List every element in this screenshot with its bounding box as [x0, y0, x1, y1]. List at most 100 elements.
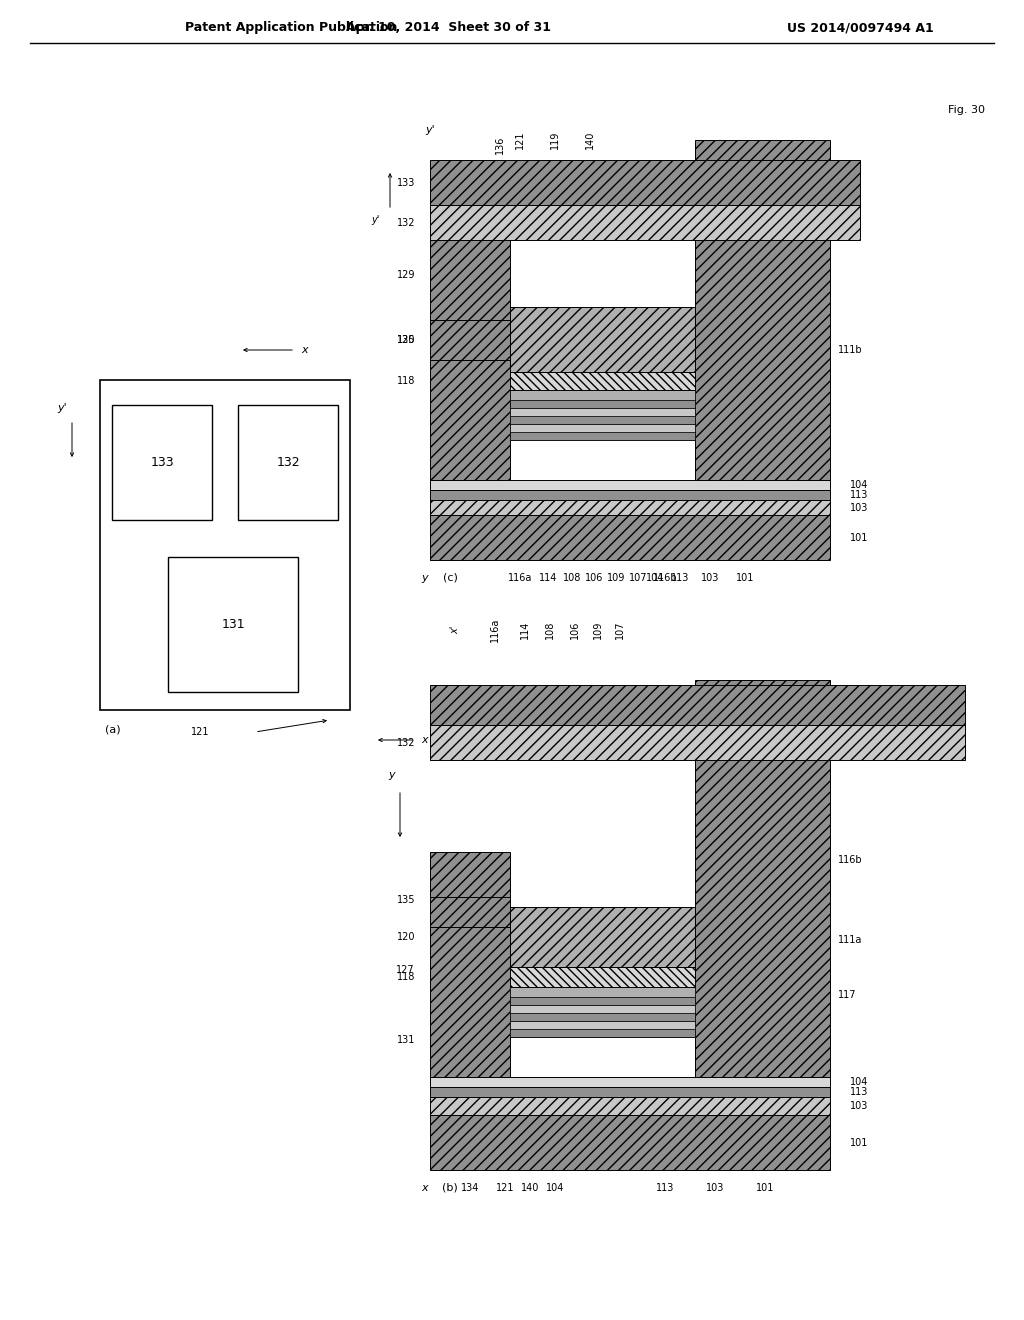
Bar	[510, 907, 695, 968]
Text: 131: 131	[221, 619, 245, 631]
Bar	[510, 1005, 695, 1012]
Text: 140: 140	[521, 1183, 540, 1193]
Bar	[510, 308, 695, 372]
Text: 104: 104	[850, 1077, 868, 1086]
Text: Patent Application Publication: Patent Application Publication	[185, 21, 397, 34]
Text: (c): (c)	[442, 573, 458, 583]
Text: Apr. 10, 2014  Sheet 30 of 31: Apr. 10, 2014 Sheet 30 of 31	[345, 21, 551, 34]
Bar	[510, 1020, 695, 1030]
Text: 107: 107	[629, 573, 647, 583]
Text: 116a: 116a	[508, 573, 532, 583]
Text: 104: 104	[850, 480, 868, 490]
Text: 136: 136	[495, 136, 505, 154]
Bar	[430, 240, 510, 319]
Text: 101: 101	[850, 533, 868, 543]
Text: 108: 108	[563, 573, 582, 583]
Text: 129: 129	[396, 271, 415, 280]
Bar	[695, 140, 830, 480]
Text: 121: 121	[190, 727, 209, 737]
Bar	[430, 480, 830, 490]
Text: (b): (b)	[442, 1183, 458, 1193]
Text: US 2014/0097494 A1: US 2014/0097494 A1	[786, 21, 933, 34]
Text: 132: 132	[276, 455, 300, 469]
Bar	[430, 1086, 830, 1097]
Text: 101: 101	[850, 1138, 868, 1148]
Bar	[168, 557, 298, 692]
Text: 104: 104	[646, 573, 665, 583]
Text: 140: 140	[585, 131, 595, 149]
Text: (a): (a)	[105, 725, 121, 735]
Bar	[430, 927, 510, 1077]
Text: y': y'	[57, 403, 67, 413]
Bar	[510, 416, 695, 424]
Bar	[510, 389, 695, 400]
Text: 109: 109	[593, 620, 603, 639]
Bar	[430, 500, 830, 515]
Text: 114: 114	[520, 620, 530, 639]
Bar	[430, 515, 830, 560]
Bar	[430, 1115, 830, 1170]
Text: y: y	[388, 770, 395, 780]
Text: 111b: 111b	[838, 345, 862, 355]
Text: 134: 134	[461, 1183, 479, 1193]
Text: 104: 104	[546, 1183, 564, 1193]
Text: 135: 135	[396, 335, 415, 345]
Text: y': y'	[425, 125, 435, 135]
Text: 135: 135	[396, 895, 415, 906]
Text: 106: 106	[585, 573, 603, 583]
Text: x': x'	[450, 626, 460, 634]
Text: 118: 118	[396, 376, 415, 385]
Bar	[510, 408, 695, 416]
Bar	[510, 997, 695, 1005]
Text: x: x	[302, 345, 308, 355]
Text: x: x	[422, 1183, 428, 1193]
Text: 109: 109	[607, 573, 626, 583]
Bar	[510, 1038, 695, 1077]
Text: 121: 121	[496, 1183, 514, 1193]
Text: 107: 107	[615, 620, 625, 639]
Bar	[510, 1030, 695, 1038]
Text: 119: 119	[550, 131, 560, 149]
Bar	[430, 851, 510, 898]
Text: Fig. 30: Fig. 30	[948, 106, 985, 115]
Bar	[430, 725, 965, 760]
Bar	[100, 380, 350, 710]
Bar	[430, 1077, 830, 1086]
Bar	[430, 205, 860, 240]
Bar	[510, 424, 695, 432]
Bar	[430, 1097, 830, 1115]
Text: 101: 101	[756, 1183, 774, 1193]
Text: 120: 120	[396, 932, 415, 942]
Text: 101: 101	[736, 573, 755, 583]
Bar	[430, 685, 965, 725]
Text: 132: 132	[396, 738, 415, 748]
Text: 118: 118	[396, 972, 415, 982]
Bar	[430, 160, 860, 205]
Text: 106: 106	[570, 620, 580, 639]
Text: 113: 113	[850, 490, 868, 500]
Text: 116b: 116b	[652, 573, 677, 583]
Text: 103: 103	[850, 503, 868, 513]
Bar	[430, 857, 510, 927]
Text: 103: 103	[706, 1183, 724, 1193]
Text: 114: 114	[539, 573, 557, 583]
Bar	[430, 319, 510, 360]
Text: 113: 113	[655, 1183, 674, 1193]
Bar	[510, 968, 695, 987]
Text: 108: 108	[545, 620, 555, 639]
Text: 121: 121	[515, 131, 525, 149]
Bar	[430, 360, 510, 480]
Text: y': y'	[372, 215, 380, 224]
Bar	[510, 400, 695, 408]
Bar	[510, 440, 695, 480]
Text: 133: 133	[396, 178, 415, 187]
Text: 116a: 116a	[490, 618, 500, 643]
Text: 117: 117	[838, 990, 856, 1001]
Text: 113: 113	[671, 573, 689, 583]
Bar	[510, 372, 695, 389]
Bar	[510, 432, 695, 440]
Bar	[695, 680, 830, 1077]
Bar	[510, 1012, 695, 1020]
Text: 127: 127	[396, 965, 415, 975]
Text: 116b: 116b	[838, 855, 862, 865]
